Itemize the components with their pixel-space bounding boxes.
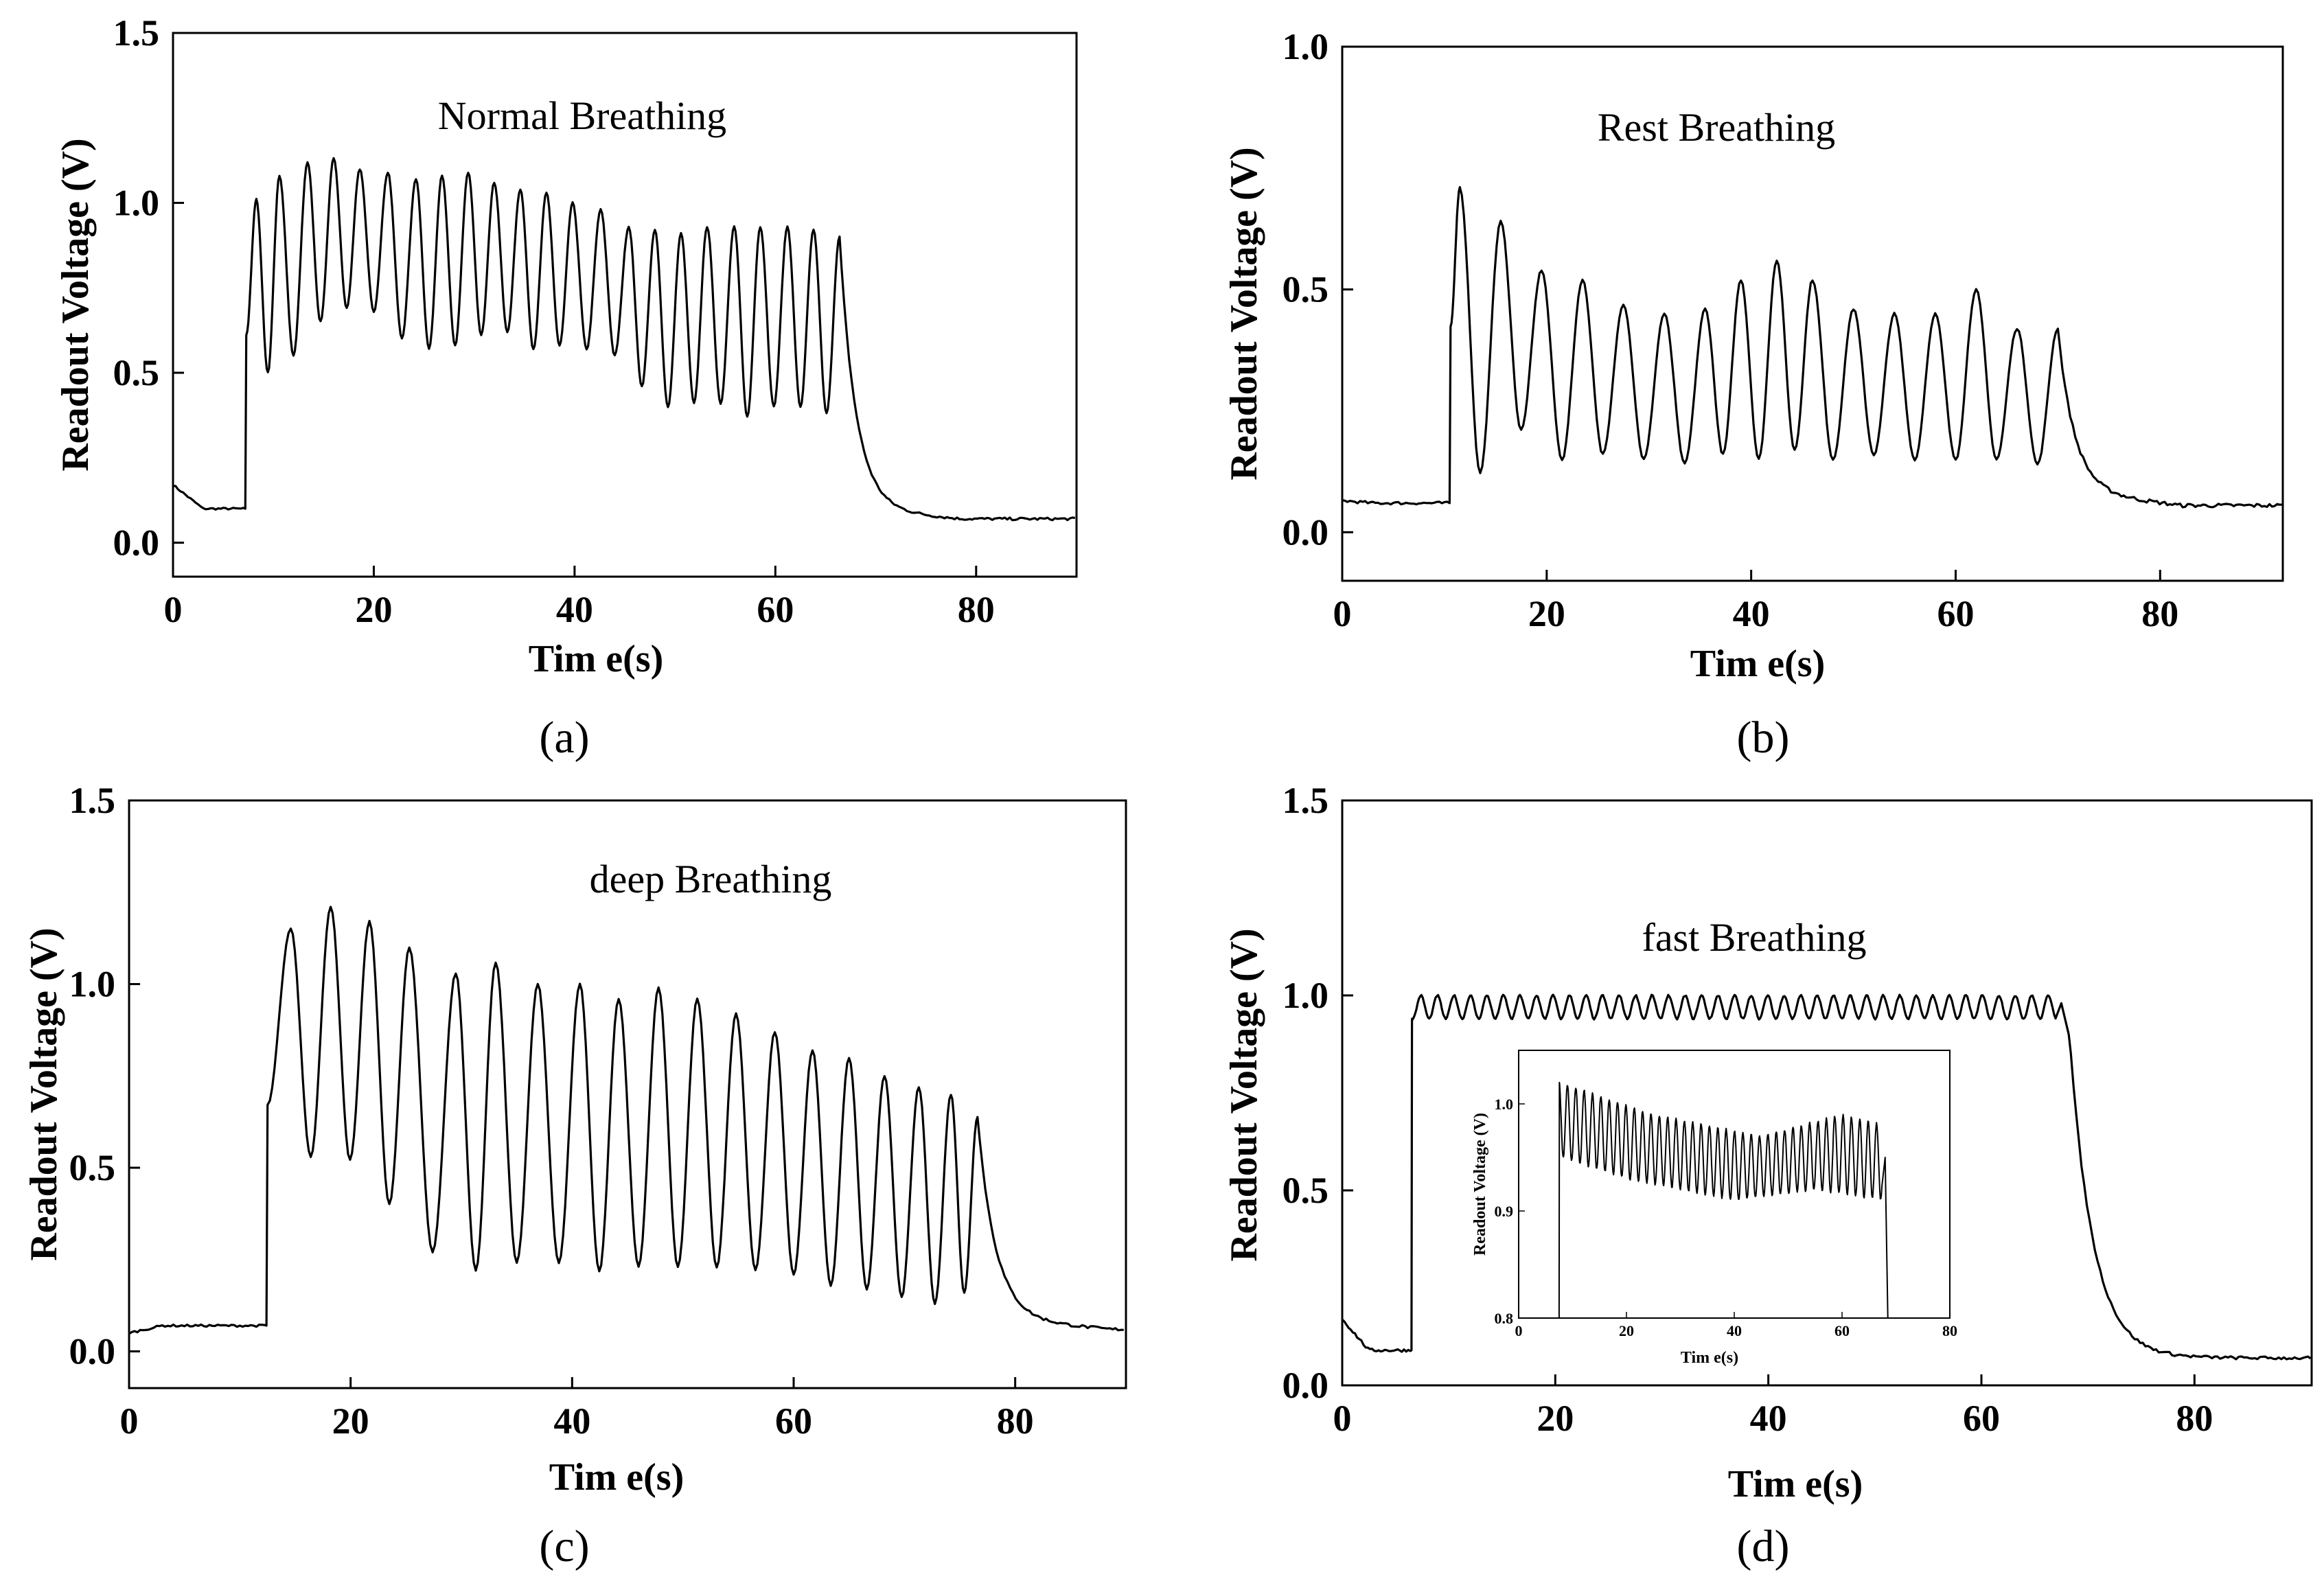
panel-c-xtick-label: 0 [120,1400,139,1442]
panel-c-xtick-label: 20 [332,1400,369,1442]
panel-d-xtick-label: 40 [1750,1398,1787,1439]
panel-c-ytick-label: 1.0 [69,964,116,1005]
inset-ytick-label: 0.8 [1495,1310,1514,1327]
series-line-a [172,157,1076,522]
plot-frame-a [172,32,1078,578]
inset-frame [1518,1050,1951,1319]
panel-b-xtick-label: 40 [1733,593,1770,634]
panel-a-xtick-label: 80 [958,589,995,630]
panel-b-xtick-label: 0 [1333,593,1352,634]
panel-b-ytick-label: 0.0 [1282,511,1329,553]
panel-d-ytick-label: 0.5 [1282,1170,1329,1211]
inset-xtick-label: 40 [1727,1322,1742,1339]
inset-xlabel: Tim e(s) [1681,1349,1738,1367]
inset-ytick-label: 0.9 [1495,1203,1514,1220]
annotation-d: fast Breathing [1642,915,1867,960]
panel-d-xtick-label: 80 [2176,1398,2213,1439]
panel-c-xtick-label: 60 [775,1400,812,1442]
series-line-b [1342,186,2283,509]
plot-frame-c [128,799,1127,1389]
panel-label-c: (c) [539,1521,589,1571]
panel-d-ytick-label: 1.5 [1282,780,1329,821]
plot-frame-b [1341,45,2284,582]
inset-xtick-label: 20 [1619,1322,1634,1339]
annotation-c: deep Breathing [590,857,832,901]
panel-c-xtick-label: 40 [553,1400,590,1442]
panel-a-ytick-label: 0.5 [113,352,160,393]
panel-b-ytick-label: 0.5 [1282,269,1329,310]
xlabel-c: Tim e(s) [549,1456,684,1499]
plot-frame-d [1341,799,2313,1387]
inset-ylabel: Readout Voltage (V) [1471,1113,1489,1256]
panel-d: 0 20 40 60 80 0.0 0.5 1.0 1.5 fast Breathing Tim… [1223,780,2313,1571]
xlabel-a: Tim e(s) [529,638,664,680]
inset-xtick-label: 60 [1834,1322,1850,1339]
ylabel-d: Readout Voltage (V) [1223,928,1265,1261]
panel-a-xtick-label: 40 [556,589,593,630]
ticks-inset: 0 20 40 60 80 0.8 0.9 1.0 [1495,1096,1958,1339]
panel-a-xtick-label: 20 [355,589,392,630]
panel-c-ytick-label: 0.0 [69,1331,116,1372]
panel-label-d: (d) [1737,1521,1790,1571]
annotation-a: Normal Breathing [438,93,726,138]
inset-xtick-label: 0 [1515,1322,1523,1339]
panel-d-ytick-label: 0.0 [1282,1365,1329,1406]
inset-ytick-label: 1.0 [1495,1096,1514,1113]
panel-label-a: (a) [539,713,589,763]
panel-a-xtick-label: 0 [164,589,183,630]
panel-a-ytick-label: 1.0 [113,183,160,224]
panel-c: 0 20 40 60 80 0.0 0.5 1.0 1.5 deep Breathing Tim… [23,780,1127,1571]
ticks-a: 0 20 40 60 80 0.0 0.5 1.0 1.5 [113,12,995,630]
ylabel-c: Readout Voltage (V) [23,927,65,1260]
panel-d-xtick-label: 0 [1333,1398,1352,1439]
panel-b: 0 20 40 60 80 0.0 0.5 1.0 Rest Breathing Tim e(… [1223,26,2284,763]
panel-c-ytick-label: 1.5 [69,780,116,821]
panel-d-ytick-label: 1.0 [1282,975,1329,1016]
inset-series-line [1558,1081,1889,1319]
inset-xtick-label: 80 [1942,1322,1957,1339]
ticks-c: 0 20 40 60 80 0.0 0.5 1.0 1.5 [69,780,1034,1442]
inset-d: 0 20 40 60 80 0.8 0.9 1.0 Tim e(s) Readout Volt… [1471,1050,1957,1367]
annotation-b: Rest Breathing [1598,105,1835,150]
panel-d-xtick-label: 20 [1537,1398,1574,1439]
ticks-b: 0 20 40 60 80 0.0 0.5 1.0 [1282,26,2179,634]
panel-a-ytick-label: 0.0 [113,522,160,564]
panel-b-xtick-label: 60 [1937,593,1974,634]
series-line-d [1341,993,2312,1361]
panel-a-ytick-label: 1.5 [113,12,160,54]
panel-b-xtick-label: 80 [2141,593,2178,634]
panel-b-ytick-label: 1.0 [1282,26,1329,67]
xlabel-d: Tim e(s) [1728,1463,1863,1505]
series-line-c [128,905,1124,1335]
panel-c-xtick-label: 80 [997,1400,1034,1442]
panel-d-xtick-label: 60 [1963,1398,2000,1439]
ylabel-a: Readout Voltage (V) [54,138,97,471]
panel-a: 0 20 40 60 80 0.0 0.5 1.0 1.5 Normal Breathing T… [54,12,1078,763]
xlabel-b: Tim e(s) [1690,643,1826,685]
panel-c-ytick-label: 0.5 [69,1147,116,1188]
ticks-d: 0 20 40 60 80 0.0 0.5 1.0 1.5 [1282,780,2213,1439]
ylabel-b: Readout Voltage (V) [1223,147,1265,480]
panel-a-xtick-label: 60 [757,589,794,630]
panel-label-b: (b) [1737,713,1790,763]
panel-b-xtick-label: 20 [1528,593,1565,634]
